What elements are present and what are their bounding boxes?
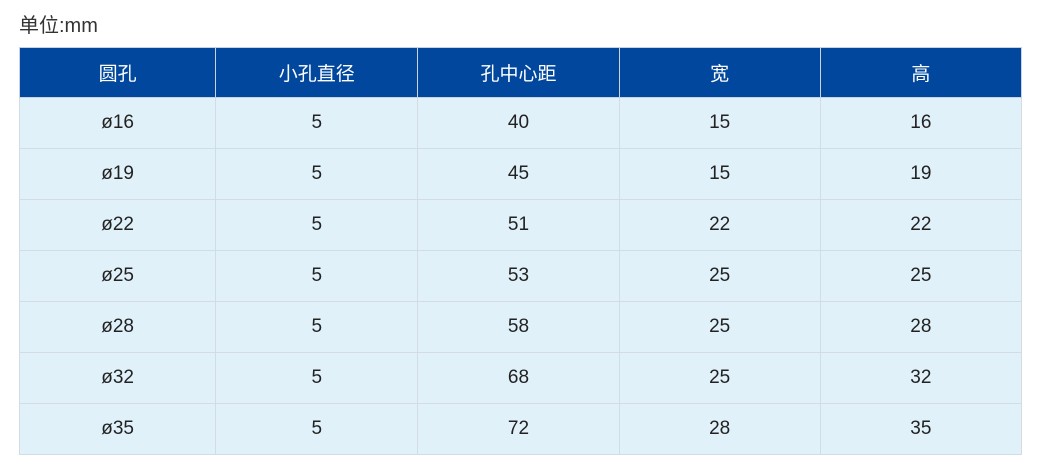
table-cell: 5: [215, 199, 419, 251]
table-cell: 5: [215, 250, 419, 302]
table-cell: 15: [618, 148, 821, 200]
column-header: 圆孔: [18, 47, 217, 98]
table-cell: 53: [417, 250, 620, 302]
table-cell: ø22: [18, 199, 217, 251]
table-cell: 5: [215, 148, 419, 200]
table-cell: 19: [819, 148, 1023, 200]
table-row: ø16 5 40 15 16: [18, 97, 1023, 149]
header-row: 圆孔 小孔直径 孔中心距宽高: [18, 47, 1023, 98]
table-row: ø32 5 68 25 32: [18, 352, 1023, 404]
table-cell: ø32: [18, 352, 217, 404]
table-cell: 28: [819, 301, 1023, 353]
column-header: 高: [819, 47, 1023, 98]
unit-label: 单位:mm: [19, 15, 98, 37]
table-row: ø28 5 58 25 28: [18, 301, 1023, 353]
table-cell: 22: [618, 199, 821, 251]
table-cell: ø35: [18, 403, 217, 455]
table-cell: ø25: [18, 250, 217, 302]
table-cell: 5: [215, 301, 419, 353]
spec-table: 圆孔 小孔直径 孔中心距宽高 ø16 5 40 15 16 ø19 5 45 15 19 ø22 5 51 2…: [18, 47, 1023, 455]
table-cell: 5: [215, 352, 419, 404]
table-cell: 22: [819, 199, 1023, 251]
table-cell: 32: [819, 352, 1023, 404]
table-cell: 25: [618, 301, 821, 353]
table-cell: ø19: [18, 148, 217, 200]
table-cell: 25: [819, 250, 1023, 302]
table-row: ø22 5 51 22 22: [18, 199, 1023, 251]
table-cell: 25: [618, 250, 821, 302]
table-cell: 35: [819, 403, 1023, 455]
table-cell: 5: [215, 97, 419, 149]
table-cell: 51: [417, 199, 620, 251]
column-header: 宽: [618, 47, 821, 98]
table-cell: ø16: [18, 97, 217, 149]
table-cell: 5: [215, 403, 419, 455]
table-cell: 45: [417, 148, 620, 200]
column-header: 孔中心距: [417, 47, 620, 98]
table-cell: 58: [417, 301, 620, 353]
table-row: ø19 5 45 15 19: [18, 148, 1023, 200]
table-cell: 28: [618, 403, 821, 455]
column-header: 小孔直径: [215, 47, 419, 98]
table-cell: ø28: [18, 301, 217, 353]
table-row: ø25 5 53 25 25: [18, 250, 1023, 302]
table-cell: 16: [819, 97, 1023, 149]
table-cell: 72: [417, 403, 620, 455]
table-cell: 40: [417, 97, 620, 149]
table-cell: 68: [417, 352, 620, 404]
table-row: ø35 5 72 28 35: [18, 403, 1023, 455]
table-cell: 25: [618, 352, 821, 404]
table-cell: 15: [618, 97, 821, 149]
